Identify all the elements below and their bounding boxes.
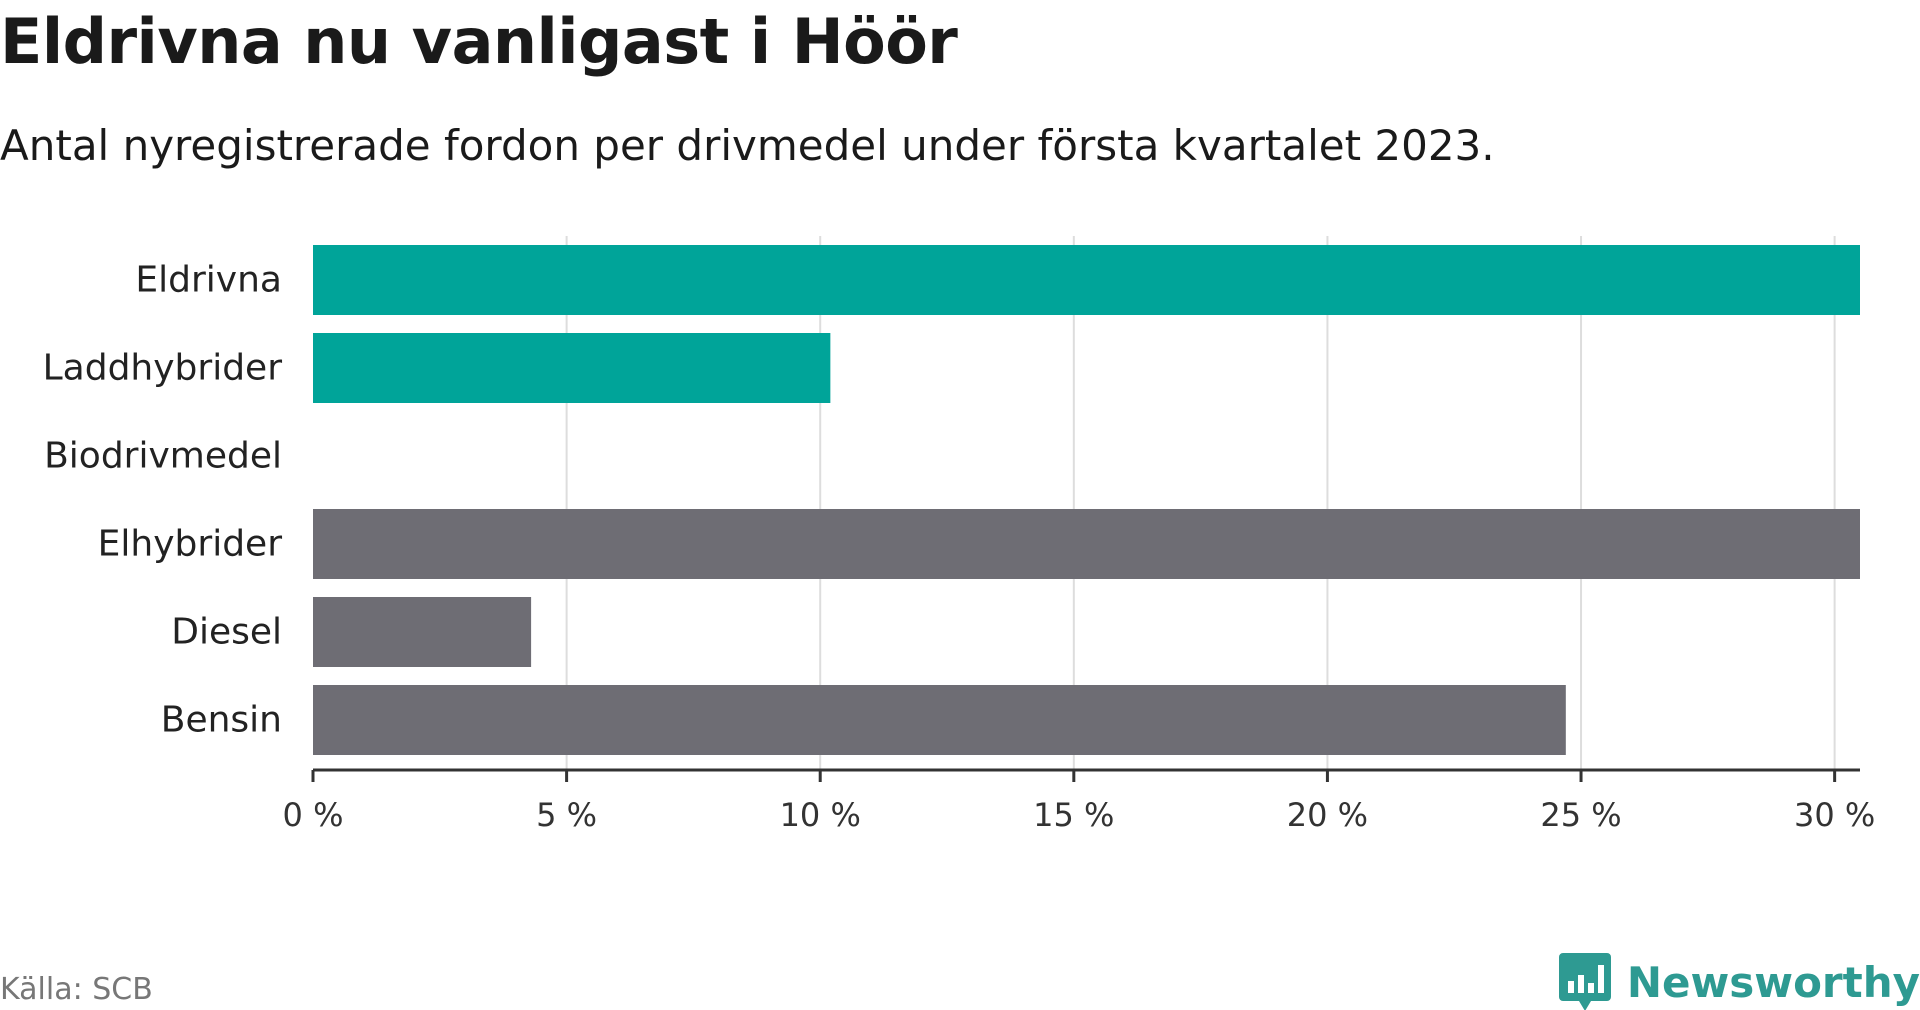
category-label: Biodrivmedel <box>44 436 282 477</box>
x-tick-label: 5 % <box>536 796 597 834</box>
bar-diesel <box>313 597 532 667</box>
x-tick-label: 25 % <box>1540 796 1621 834</box>
chart-title: Eldrivna nu vanligast i Höör <box>0 5 958 78</box>
bar-chart-speech-bubble-icon <box>1558 953 1611 1010</box>
category-label: Eldrivna <box>135 260 282 301</box>
bars <box>313 245 1860 755</box>
x-tick-label: 15 % <box>1033 796 1114 834</box>
bar-elhybrider <box>313 509 1860 579</box>
bar-laddhybrider <box>313 333 831 403</box>
category-labels: Eldrivna Laddhybrider Biodrivmedel Elhybrid… <box>43 260 283 741</box>
source-note: Källa: SCB <box>0 972 153 1007</box>
x-tick-label: 30 % <box>1794 796 1875 834</box>
category-label: Elhybrider <box>98 524 283 565</box>
category-label: Diesel <box>171 612 282 653</box>
grid-lines <box>565 236 1836 770</box>
x-tick-label: 10 % <box>780 796 861 834</box>
category-label: Laddhybrider <box>43 348 283 389</box>
bar-eldrivna <box>313 245 1860 315</box>
chart-subtitle: Antal nyregistrerade fordon per drivmede… <box>0 121 1495 170</box>
x-axis: 0 % 5 % 10 % 15 % 20 % 25 % 30 % <box>283 768 1875 834</box>
x-tick-label: 20 % <box>1287 796 1368 834</box>
x-tick-label: 0 % <box>283 796 344 834</box>
category-label: Bensin <box>161 700 282 741</box>
bar-chart: 0 % 5 % 10 % 15 % 20 % 25 % 30 % Eldrivna Laddh… <box>43 236 1875 834</box>
brand-logo: Newsworthy <box>1558 950 1920 1010</box>
brand-name: Newsworthy <box>1626 957 1920 1007</box>
bar-bensin <box>313 685 1566 755</box>
